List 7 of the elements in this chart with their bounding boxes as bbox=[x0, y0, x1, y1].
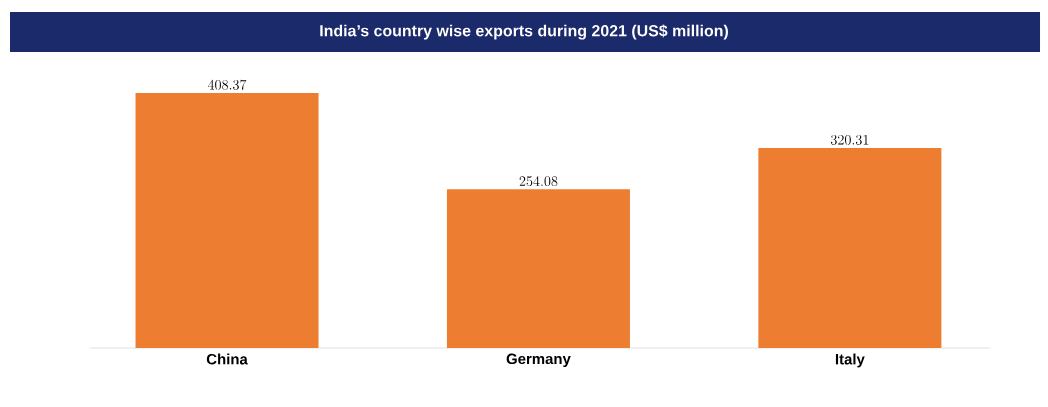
chart-title: India’s country wise exports during 2021 (US$ million) bbox=[320, 24, 728, 40]
data-label: 408.37 bbox=[207, 79, 247, 90]
x-tick-label: Germany bbox=[506, 353, 571, 368]
x-tick-label: China bbox=[206, 353, 248, 365]
x-tick-label: Italy bbox=[835, 353, 865, 368]
data-label: 254.08 bbox=[519, 176, 558, 187]
data-label: 320.31 bbox=[830, 134, 869, 145]
